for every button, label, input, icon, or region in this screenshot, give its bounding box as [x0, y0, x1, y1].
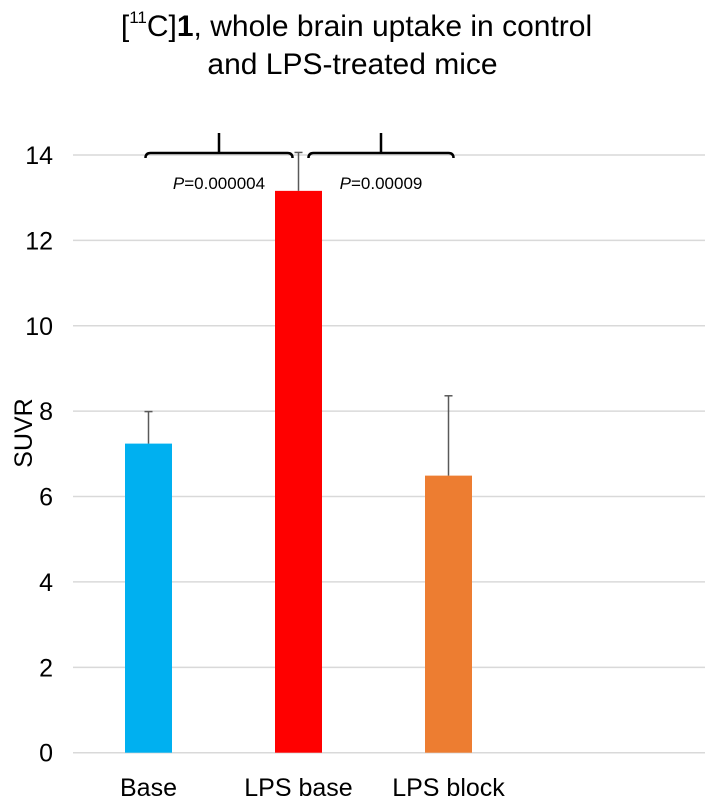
- title-compound: 1: [176, 10, 194, 43]
- y-tick-label: 14: [25, 142, 53, 170]
- x-tick-label: LPS block: [392, 774, 505, 802]
- error-bars: [144, 151, 453, 476]
- y-axis-label: SUVR: [10, 398, 38, 467]
- p-value-label: P=0.000004: [173, 174, 265, 193]
- significance-annotations: P=0.000004 P=0.00009: [144, 133, 455, 193]
- y-tick-label: 12: [25, 227, 53, 255]
- bar-lps-block: [425, 475, 472, 753]
- x-tick-label: LPS base: [244, 774, 352, 802]
- bars: [125, 190, 472, 753]
- chart-title: [11C]1, whole brain uptake in control an…: [0, 8, 705, 84]
- y-tick-label: 4: [39, 569, 53, 597]
- x-tick-label: Base: [120, 774, 177, 802]
- bar-lps-base: [275, 190, 322, 753]
- title-isotope: C]: [146, 10, 177, 43]
- y-axis-ticks: 0 2 4 6 8 10 12 14: [25, 142, 53, 768]
- y-tick-label: 8: [39, 398, 53, 426]
- p-value: =0.000004: [184, 174, 265, 193]
- p-value: =0.00009: [351, 174, 422, 193]
- significance-bracket: [307, 133, 455, 159]
- chart-title-line-2: and LPS-treated mice: [207, 48, 498, 81]
- p-symbol: P: [340, 174, 352, 193]
- bar-base: [125, 443, 172, 753]
- p-symbol: P: [173, 174, 185, 193]
- title-bracket: [: [120, 10, 130, 43]
- title-line1-rest: , whole brain uptake in control: [193, 10, 593, 43]
- gridlines: [73, 154, 705, 754]
- p-value-label: P=0.00009: [340, 174, 423, 193]
- significance-bracket: [144, 133, 294, 159]
- y-tick-label: 0: [39, 740, 53, 768]
- y-tick-label: 2: [39, 654, 53, 682]
- x-axis-labels: Base LPS base LPS block: [120, 774, 505, 802]
- chart-title-line-1: [11C]1, whole brain uptake in control: [0, 8, 705, 46]
- y-tick-label: 6: [39, 484, 53, 512]
- title-superscript: 11: [129, 8, 147, 27]
- y-tick-label: 10: [25, 313, 53, 341]
